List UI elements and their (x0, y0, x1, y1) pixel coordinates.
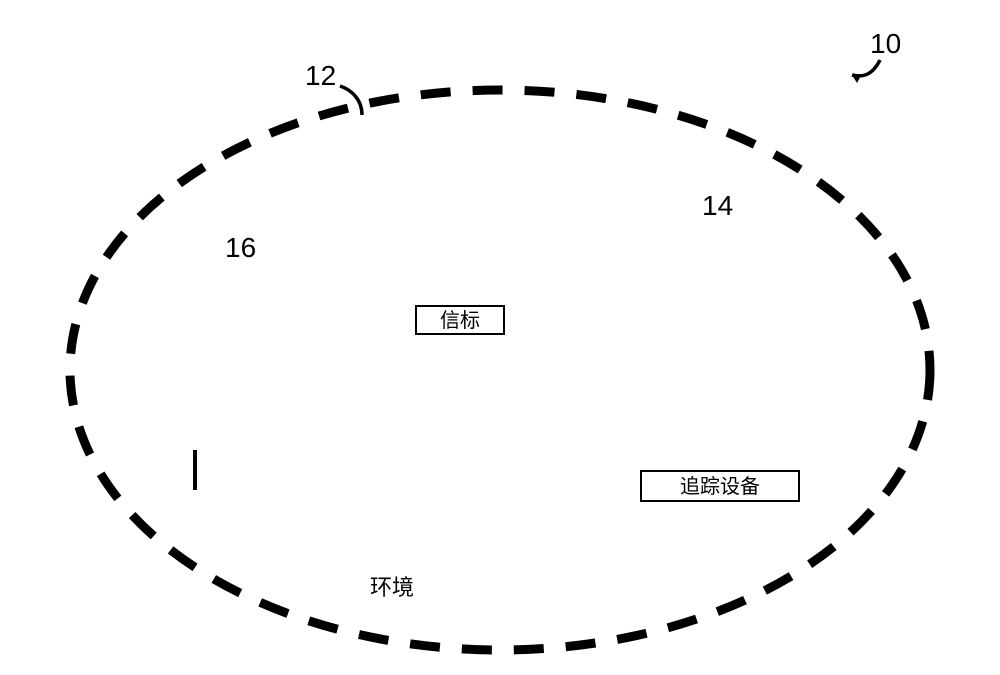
diagram-canvas: 10 12 14 16 环境 信标 追踪设备 (0, 0, 1000, 675)
tracker-box: 追踪设备 (640, 470, 800, 502)
ref-label-14: 14 (702, 190, 733, 222)
beacon-box-label: 信标 (440, 310, 480, 332)
tick-mark (193, 450, 197, 490)
ref-label-10: 10 (870, 28, 901, 60)
tracker-box-label: 追踪设备 (680, 476, 760, 498)
leader-12-path (340, 86, 362, 115)
ref-label-16: 16 (225, 232, 256, 264)
environment-caption: 环境 (370, 570, 414, 602)
ref-label-12: 12 (305, 60, 336, 92)
leader-12 (0, 0, 1000, 675)
beacon-box: 信标 (415, 305, 505, 335)
